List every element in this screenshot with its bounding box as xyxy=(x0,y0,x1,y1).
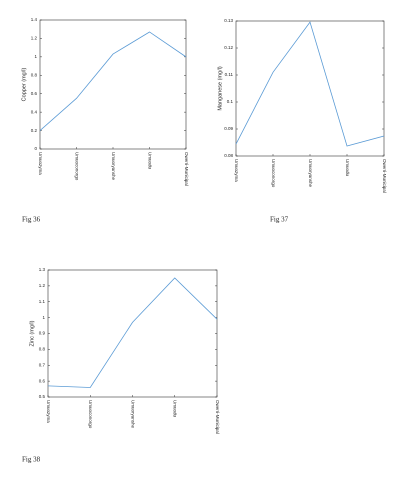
y-tick-label: 0.4 xyxy=(31,109,38,114)
y-axis-label: Zinc (mg/l) xyxy=(29,320,35,346)
x-tick-label: Umuozyma xyxy=(38,152,43,175)
x-tick-label: Umuoryanshe xyxy=(111,152,116,181)
y-tick-label: 1.3 xyxy=(39,267,46,272)
x-tick-label: Umuoryanshe xyxy=(308,159,313,188)
x-tick-label: Umuodu xyxy=(147,152,152,170)
y-tick-label: 0.9 xyxy=(39,331,46,336)
y-tick-label: 1 xyxy=(34,54,37,59)
y-tick-label: 0.8 xyxy=(31,72,38,77)
figure-caption: Fig 38 xyxy=(22,456,41,464)
y-axis-label: Manganese (mg/l) xyxy=(217,66,223,110)
y-tick-label: 0.09 xyxy=(224,126,233,131)
y-tick-label: 1 xyxy=(42,315,45,320)
figure-caption: Fig 37 xyxy=(270,216,289,224)
x-tick-label: Umuozyma xyxy=(234,159,239,182)
y-tick-label: 0.8 xyxy=(39,347,46,352)
x-tick-label: Umuodu xyxy=(345,159,350,177)
y-axis-label: Copper (mg/l) xyxy=(21,68,27,102)
y-tick-label: 0.7 xyxy=(39,362,46,367)
x-tick-label: Owerri-Municipal xyxy=(215,400,220,434)
y-tick-label: 0.1 xyxy=(227,99,234,104)
y-tick-label: 1.1 xyxy=(39,299,46,304)
x-tick-label: Umuozyma xyxy=(46,400,51,423)
y-tick-label: 0.11 xyxy=(225,72,234,77)
data-line xyxy=(47,277,218,388)
y-tick-label: 0.6 xyxy=(31,91,38,96)
x-tick-label: Umuoconorgo xyxy=(88,400,93,429)
y-tick-label: 0.6 xyxy=(39,378,46,383)
data-line xyxy=(235,21,385,147)
plot-frame xyxy=(235,20,385,157)
y-tick-label: 0.5 xyxy=(39,394,46,399)
x-tick-label: Owerri-Municipal xyxy=(382,159,387,193)
figure-caption: Fig 36 xyxy=(22,216,41,224)
y-tick-label: 0.2 xyxy=(31,128,38,133)
x-tick-label: Umuoconorgo xyxy=(74,152,79,181)
x-tick-label: Owerri-Municipal xyxy=(184,152,189,186)
y-tick-label: 1.2 xyxy=(31,36,38,41)
x-tick-label: Umuodu xyxy=(173,400,178,418)
plot-frame xyxy=(47,269,218,398)
y-tick-label: 0 xyxy=(34,146,37,151)
plot-frame xyxy=(39,19,187,150)
y-tick-label: 0.12 xyxy=(224,45,233,50)
x-tick-label: Umuoryanshe xyxy=(130,400,135,429)
y-tick-label: 1.4 xyxy=(31,17,38,22)
y-tick-label: 1.2 xyxy=(39,283,46,288)
y-tick-label: 0.13 xyxy=(224,18,233,23)
data-line xyxy=(39,31,187,131)
y-tick-label: 0.08 xyxy=(224,153,233,158)
x-tick-label: Umuoconorgo xyxy=(271,159,276,188)
